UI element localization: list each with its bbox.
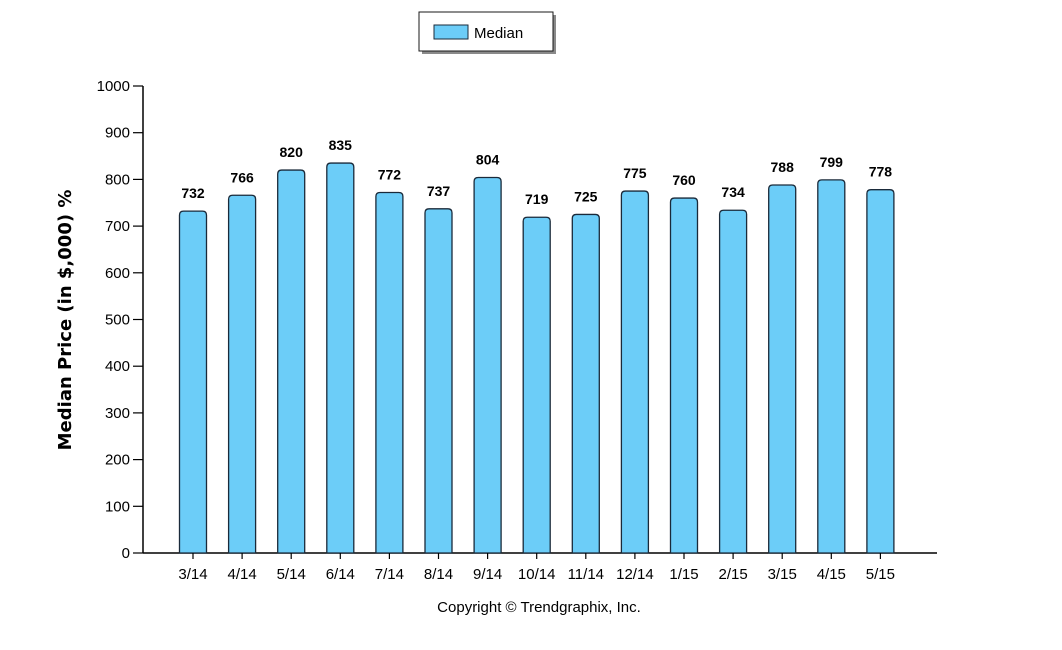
bar-4-14 (227, 194, 257, 554)
data-label: 772 (378, 166, 402, 182)
data-label: 820 (280, 144, 304, 160)
bar-7-14 (375, 191, 404, 554)
y-axis-ticks: 0 100 200 300 400 500 600 700 800 900 1000 (97, 78, 143, 562)
x-tick-label: 1/15 (669, 566, 698, 583)
x-tick-label: 10/14 (518, 566, 556, 583)
bar-8-14 (424, 208, 453, 554)
data-label: 775 (623, 165, 647, 181)
data-label: 778 (869, 164, 893, 180)
x-tick-label: 8/14 (424, 566, 453, 583)
legend-entry-median: Median (474, 25, 523, 42)
data-label: 719 (525, 191, 549, 207)
bar-5-15 (866, 189, 895, 554)
bar-12-14 (620, 190, 650, 554)
data-label: 734 (721, 184, 745, 200)
x-tick-label: 12/14 (616, 566, 654, 583)
x-axis-ticks: 3/14 4/14 5/14 6/14 7/14 8/14 9/14 10/14 11/14 12… (178, 553, 895, 583)
x-tick-label: 5/15 (866, 566, 895, 583)
data-label: 788 (771, 159, 795, 175)
bar-9-14 (473, 176, 502, 554)
y-tick-label: 300 (105, 405, 130, 422)
bar-1-15 (669, 197, 699, 554)
copyright-text: Copyright © Trendgraphix, Inc. (437, 599, 641, 616)
y-tick-label: 200 (105, 452, 130, 469)
x-tick-label: 5/14 (277, 566, 306, 583)
x-tick-label: 3/14 (178, 566, 207, 583)
y-tick-label: 900 (105, 125, 130, 142)
data-label: 760 (672, 172, 696, 188)
bar-3-15 (768, 184, 797, 554)
legend: Median (418, 11, 556, 54)
bars (178, 162, 895, 554)
y-tick-label: 500 (105, 312, 130, 329)
x-tick-label: 6/14 (326, 566, 355, 583)
x-tick-label: 7/14 (375, 566, 404, 583)
data-label: 804 (476, 152, 500, 168)
y-tick-label: 1000 (97, 78, 130, 95)
y-tick-label: 700 (105, 218, 130, 235)
y-tick-label: 600 (105, 265, 130, 282)
bar-4-15 (817, 179, 846, 554)
legend-swatch (433, 24, 469, 40)
y-tick-label: 800 (105, 171, 130, 188)
y-axis-label: Median Price (in $,000) % (55, 190, 76, 451)
data-labels: 732 766 820 835 772 737 804 719 725 775 760 734 788 7… (181, 137, 892, 207)
bar-11-14 (571, 213, 600, 554)
x-tick-label: 11/14 (568, 566, 604, 583)
bar-5-14 (277, 169, 306, 554)
data-label: 835 (329, 137, 353, 153)
bar-2-15 (718, 209, 748, 554)
x-tick-label: 3/15 (768, 566, 797, 583)
x-tick-label: 2/15 (718, 566, 747, 583)
y-tick-label: 100 (105, 498, 130, 515)
bar-10-14 (522, 216, 551, 554)
data-label: 766 (230, 169, 254, 185)
y-tick-label: 400 (105, 358, 130, 375)
bar-6-14 (326, 162, 355, 554)
data-label: 732 (181, 185, 205, 201)
data-label: 725 (574, 188, 598, 204)
data-label: 799 (820, 154, 844, 170)
data-label: 737 (427, 183, 451, 199)
y-tick-label: 0 (122, 545, 130, 562)
x-tick-label: 4/15 (817, 566, 846, 583)
x-tick-label: 4/14 (227, 566, 256, 583)
x-tick-label: 9/14 (473, 566, 502, 583)
bar-3-14 (178, 210, 208, 554)
